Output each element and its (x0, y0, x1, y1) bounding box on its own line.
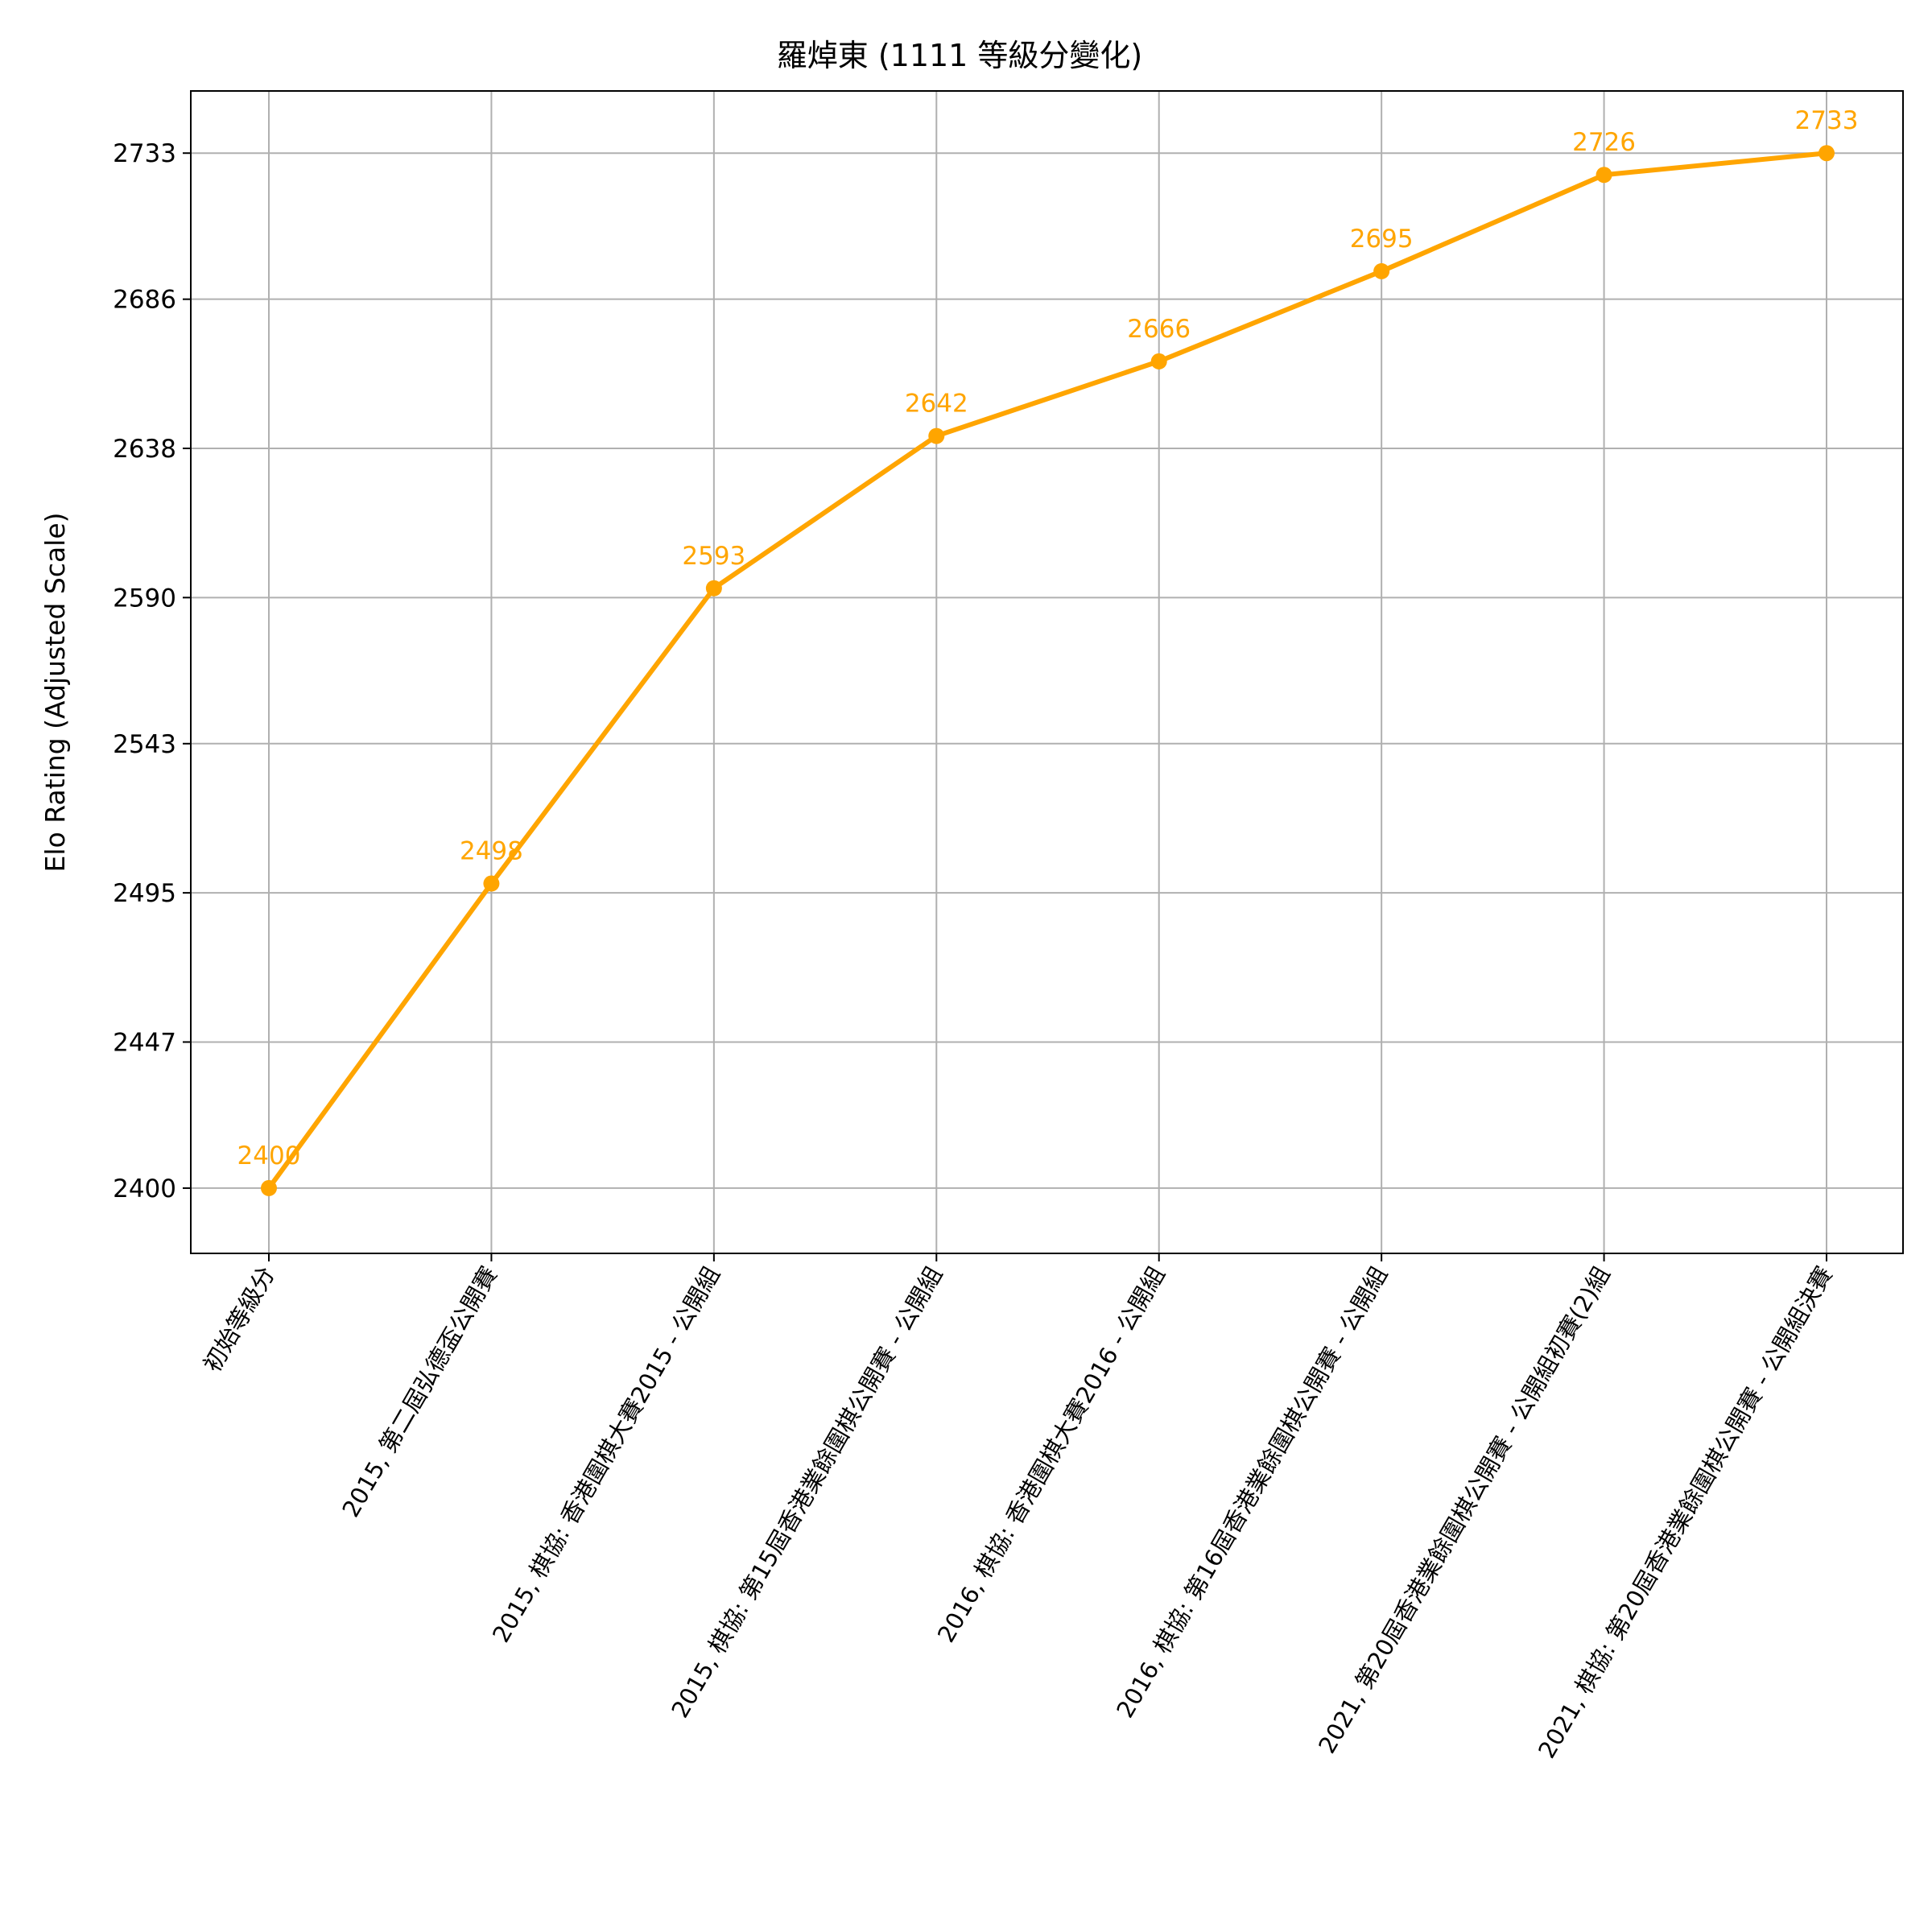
data-point (483, 875, 500, 892)
y-tick-label: 2400 (113, 1174, 176, 1203)
x-tick-label: 2015, 棋協: 香港圍棋大賽2015 - 公開組 (487, 1262, 725, 1648)
grid-lines (191, 91, 1903, 1253)
data-point (1150, 353, 1167, 369)
chart-title: 羅焯東 (1111 等級分變化) (777, 38, 1143, 73)
data-point (1596, 167, 1612, 184)
y-tick-label: 2590 (113, 584, 176, 613)
x-tick-label: 初始等級分 (198, 1262, 280, 1377)
data-point (705, 580, 722, 597)
data-point (1818, 145, 1835, 162)
data-label: 2695 (1350, 225, 1414, 254)
y-tick-label: 2686 (113, 286, 176, 315)
data-point (1373, 262, 1390, 279)
data-label: 2498 (460, 837, 523, 866)
data-label: 2400 (237, 1141, 301, 1170)
y-axis-ticks: 2400 2447 2495 2543 2590 2638 2686 2733 (113, 139, 191, 1203)
x-tick-label: 2016, 棋協: 香港圍棋大賽2016 - 公開組 (932, 1262, 1170, 1648)
y-axis-label: Elo Rating (Adjusted Scale) (39, 512, 71, 872)
y-tick-label: 2733 (113, 139, 176, 168)
plot-frame (190, 90, 1904, 1254)
series-line (266, 151, 1829, 1191)
y-tick-label: 2638 (113, 435, 176, 464)
y-tick-label: 2543 (113, 730, 176, 759)
data-point (928, 427, 945, 444)
data-label: 2733 (1795, 106, 1859, 135)
data-label: 2593 (682, 542, 745, 571)
data-labels: 2400 2498 2593 2642 2666 2695 2726 2733 (237, 106, 1859, 1170)
data-label: 2666 (1127, 315, 1191, 344)
data-points (261, 145, 1835, 1196)
y-tick-label: 2495 (113, 879, 176, 908)
x-tick-label: 2015, 棋協: 第15屆香港業餘圍棋公開賽 - 公開組 (666, 1262, 947, 1723)
data-label: 2726 (1572, 128, 1636, 157)
data-label: 2642 (905, 390, 968, 419)
x-tick-label: 2016, 棋協: 第16屆香港業餘圍棋公開賽 - 公開組 (1111, 1262, 1393, 1723)
series-line-layer (266, 151, 1829, 1191)
x-tick-label: 2015, 第二屆弘德盃公開賽 (336, 1262, 502, 1522)
data-point (261, 1179, 277, 1196)
y-tick-label: 2447 (113, 1028, 176, 1057)
